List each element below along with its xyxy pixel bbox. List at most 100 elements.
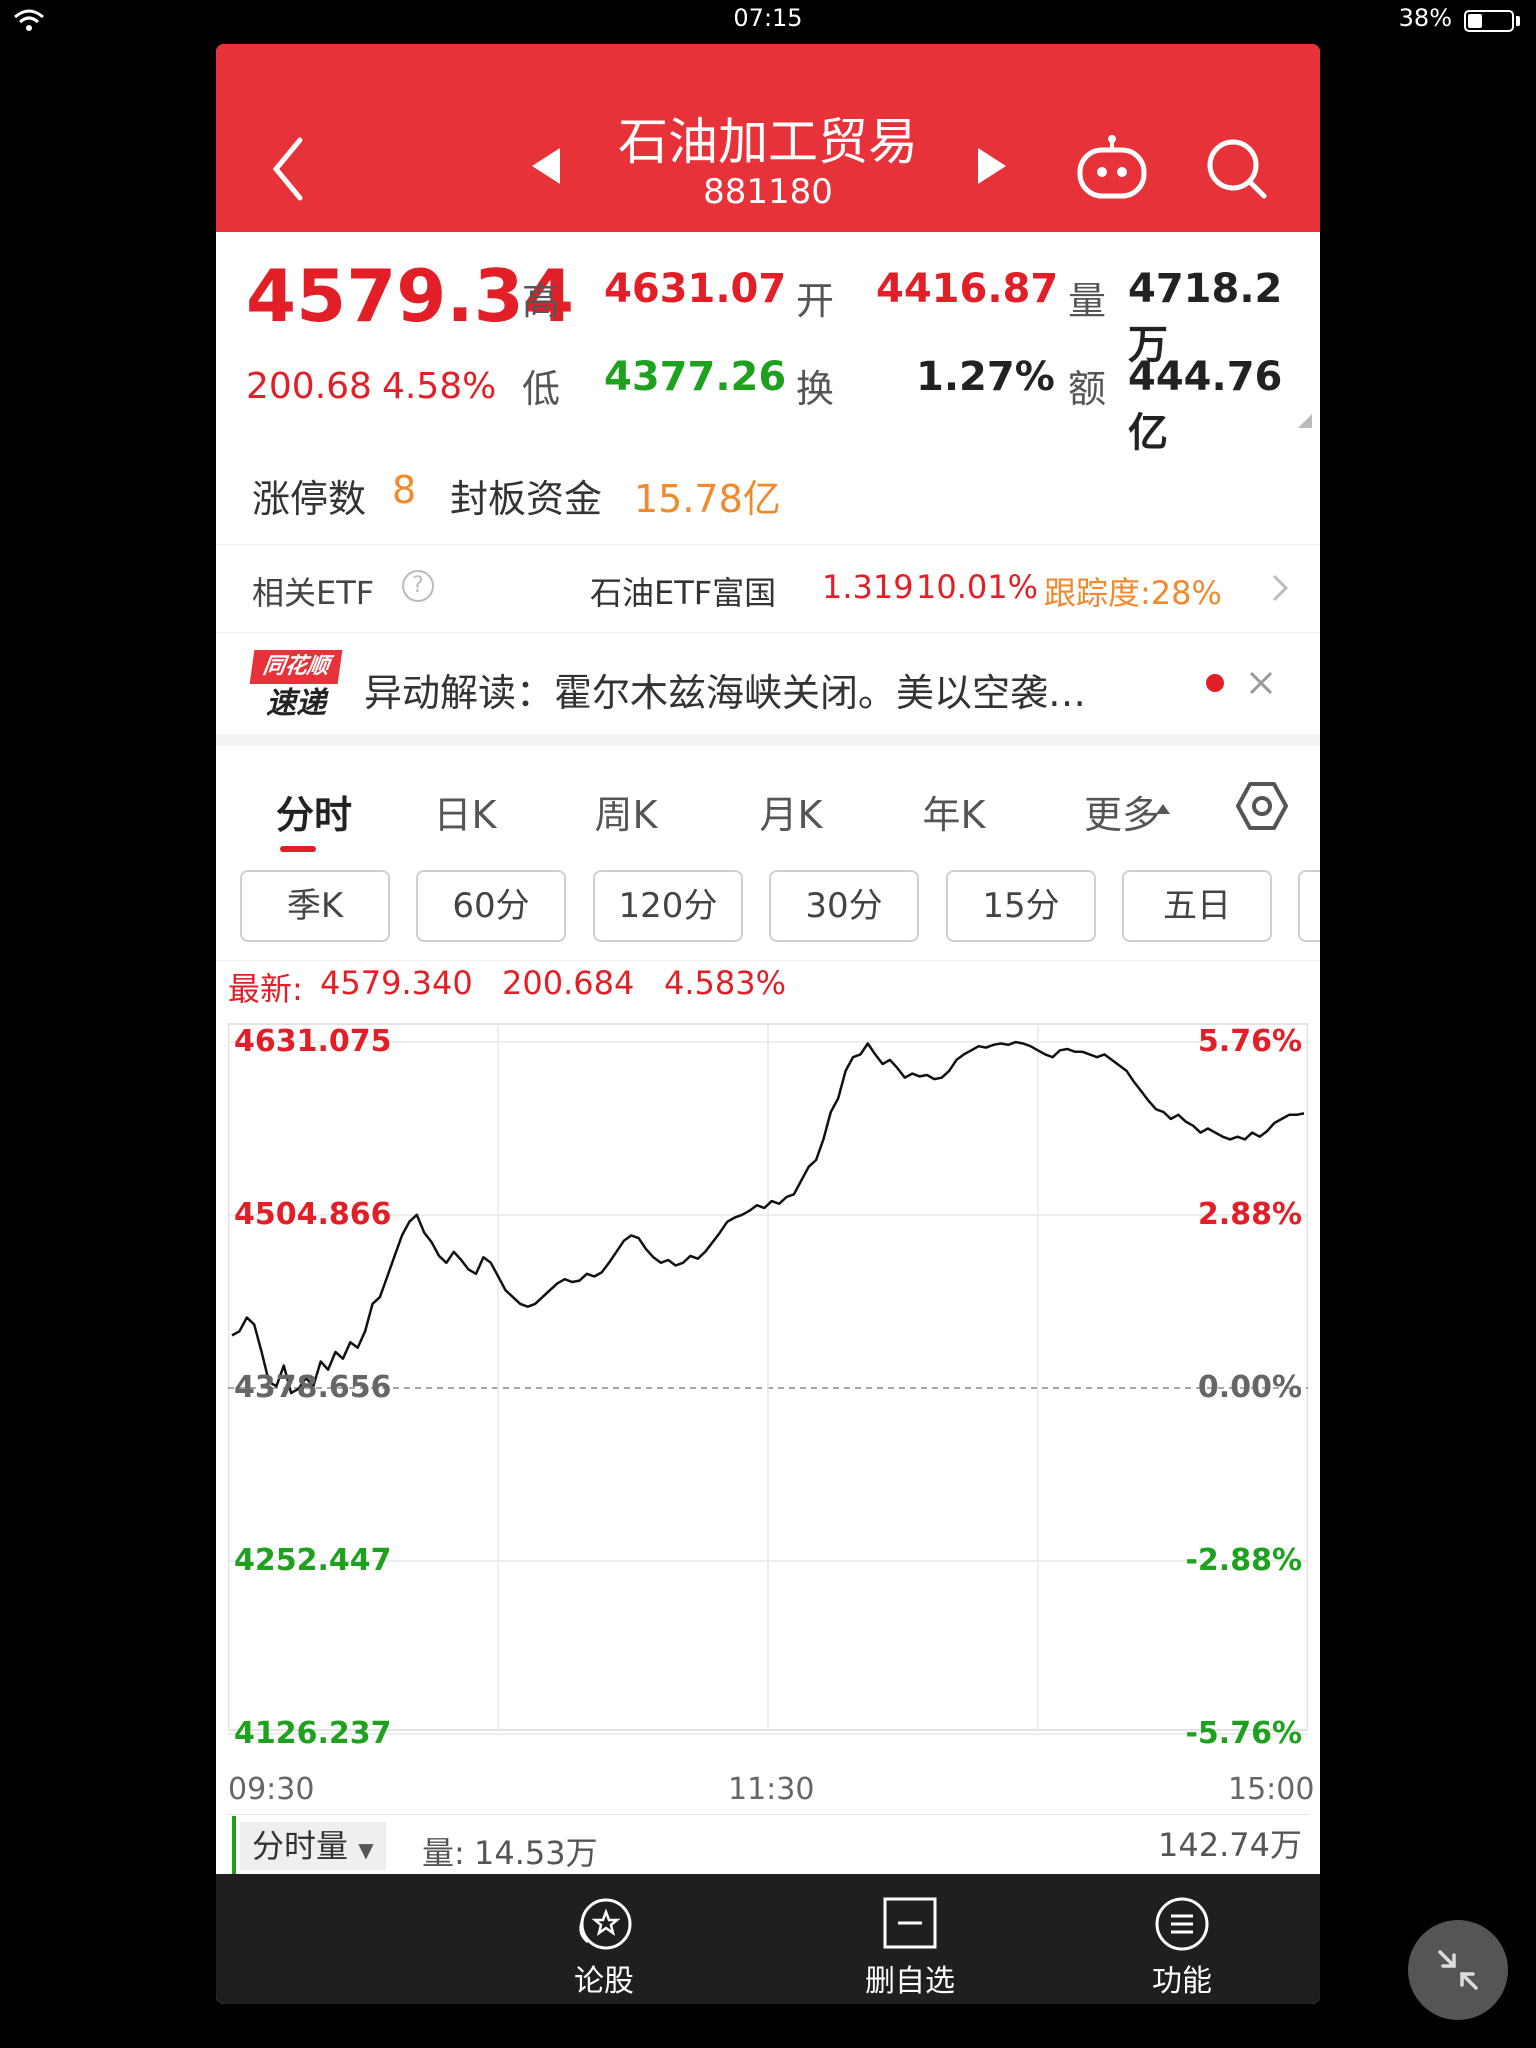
y-tick-right-0: 5.76% (1197, 1024, 1302, 1059)
chip-60min[interactable]: 60分 (416, 870, 566, 942)
logo-bottom-text: 速递 (266, 686, 326, 721)
discuss-stock-icon[interactable] (572, 1894, 636, 1954)
unread-dot (1206, 674, 1224, 692)
limit-up-count-label: 涨停数 (252, 477, 367, 521)
chevron-right-icon[interactable] (1270, 572, 1290, 604)
intraday-chart[interactable] (228, 1020, 1308, 1770)
tab-daily-k[interactable]: 日K (433, 793, 497, 837)
search-icon[interactable] (1204, 136, 1270, 202)
latest-change: 200.684 (502, 964, 635, 1002)
divider (216, 960, 1320, 961)
divider (216, 632, 1320, 633)
next-stock-icon[interactable] (974, 144, 1010, 188)
chip-5day[interactable]: 五日 (1122, 870, 1272, 942)
logo-top-text: 同花顺 (249, 650, 343, 684)
etf-name[interactable]: 石油ETF富国 (590, 574, 777, 612)
seal-fund-value: 15.78亿 (634, 477, 781, 521)
current-price: 4579.34 (246, 254, 574, 338)
tab-active-indicator (280, 846, 316, 852)
x-tick-end: 15:00 (1228, 1772, 1315, 1807)
stock-code: 881180 (703, 172, 833, 212)
etf-tracking: 跟踪度:28% (1044, 574, 1222, 612)
volume-bar-indicator (232, 1816, 236, 1874)
latest-value: 4579.340 (320, 964, 473, 1002)
volume-max: 142.74万 (1158, 1826, 1302, 1864)
price-change: 200.68 (246, 366, 372, 407)
chip-30min[interactable]: 30分 (769, 870, 919, 942)
x-tick-mid: 11:30 (728, 1772, 815, 1807)
chip-quarter-k[interactable]: 季K (240, 870, 390, 942)
related-etf-label: 相关ETF (252, 574, 375, 612)
volume-label: 量: (422, 1834, 465, 1872)
divider (228, 1814, 1308, 1815)
chip-15min[interactable]: 15分 (946, 870, 1096, 942)
nav-discuss-label[interactable]: 论股 (574, 1964, 634, 1999)
y-tick-left-0: 4631.075 (234, 1024, 392, 1059)
settings-hexagon-icon[interactable] (1234, 778, 1290, 834)
collapse-icon (1438, 1950, 1478, 1990)
caret-up-icon (1156, 804, 1170, 814)
back-icon[interactable] (268, 134, 308, 204)
etf-price: 1.319 (822, 568, 914, 606)
menu-circle-icon[interactable] (1154, 1896, 1210, 1952)
open-label: 开 (796, 279, 835, 323)
close-icon[interactable] (1248, 670, 1274, 696)
divider (216, 544, 1320, 545)
tab-more[interactable]: 更多 (1083, 793, 1160, 837)
remove-watchlist-icon[interactable] (882, 1896, 938, 1950)
etf-pct: 10.01% (916, 568, 1039, 606)
app-window: 石油加工贸易 881180 4579.34 200.68 4.58% 高 463… (216, 44, 1320, 2004)
chip-partial[interactable] (1298, 870, 1320, 942)
y-tick-right-1: 2.88% (1197, 1197, 1302, 1232)
wifi-icon (14, 9, 44, 31)
price-line (231, 1040, 1305, 1395)
high-label: 高 (522, 279, 561, 323)
high-value: 4631.07 (604, 266, 787, 312)
status-time: 07:15 (733, 4, 803, 32)
y-tick-right-2: 0.00% (1197, 1370, 1302, 1405)
amount-label: 额 (1068, 367, 1107, 411)
y-tick-left-2: 4378.656 (234, 1370, 392, 1405)
x-tick-start: 09:30 (228, 1772, 315, 1807)
prev-stock-icon[interactable] (528, 144, 564, 188)
ths-express-logo: 同花顺 速递 (249, 650, 343, 724)
expand-corner-icon[interactable] (1298, 414, 1312, 428)
y-tick-left-1: 4504.866 (234, 1197, 392, 1232)
nav-function-label[interactable]: 功能 (1152, 1964, 1212, 1999)
top-bar: 石油加工贸易 881180 (216, 44, 1320, 232)
battery-nub (1516, 16, 1520, 26)
volume-value: 4718.2万 (1128, 266, 1283, 368)
tab-intraday[interactable]: 分时 (275, 793, 352, 837)
dropdown-caret-icon: ▼ (358, 1838, 374, 1862)
exit-fullscreen-button[interactable] (1408, 1920, 1508, 2020)
y-tick-right-4: -5.76% (1185, 1716, 1302, 1751)
y-tick-right-3: -2.88% (1185, 1543, 1302, 1578)
price-change-pct: 4.58% (382, 366, 497, 407)
robot-assistant-icon[interactable] (1074, 134, 1150, 202)
volume-type-dropdown[interactable]: 分时量 ▼ (240, 1822, 386, 1870)
seal-fund-label: 封板资金 (450, 477, 603, 521)
limit-up-count: 8 (392, 468, 417, 512)
turnover-label: 换 (796, 367, 835, 411)
turnover-value: 1.27% (916, 354, 1055, 400)
latest-pct: 4.583% (664, 964, 787, 1002)
open-value: 4416.87 (876, 266, 1059, 312)
help-icon[interactable]: ? (402, 570, 434, 602)
tab-weekly-k[interactable]: 周K (594, 793, 658, 837)
low-value: 4377.26 (604, 354, 787, 400)
amount-value: 444.76亿 (1128, 354, 1283, 456)
battery-percent: 38% (1398, 4, 1452, 32)
news-headline[interactable]: 异动解读：霍尔木兹海峡关闭。美以空袭… (364, 671, 1087, 715)
volume-label: 量 (1068, 279, 1107, 323)
y-tick-left-4: 4126.237 (234, 1716, 392, 1751)
volume-type-label: 分时量 (252, 1827, 349, 1865)
page-title: 石油加工贸易 (618, 113, 918, 171)
low-label: 低 (522, 367, 561, 411)
tab-monthly-k[interactable]: 月K (759, 793, 823, 837)
section-gap (216, 734, 1320, 746)
latest-label: 最新: (228, 970, 303, 1008)
tab-yearly-k[interactable]: 年K (922, 793, 986, 837)
battery-icon (1464, 10, 1514, 32)
chip-120min[interactable]: 120分 (593, 870, 743, 942)
nav-remove-watchlist-label[interactable]: 删自选 (865, 1964, 955, 1999)
